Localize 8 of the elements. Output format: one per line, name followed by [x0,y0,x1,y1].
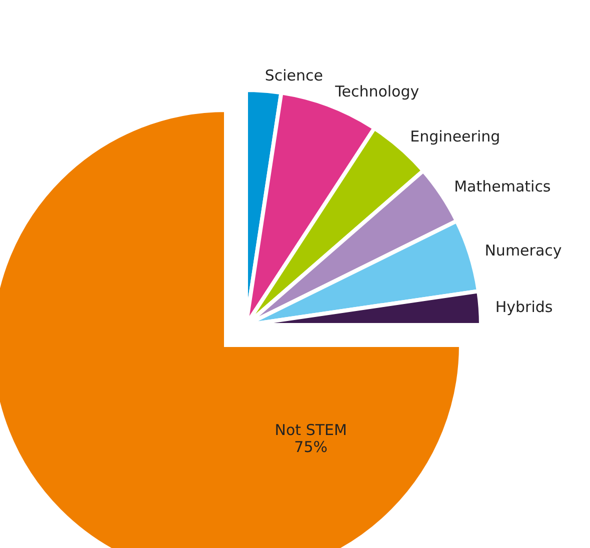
slice-label: Not STEM [274,420,347,439]
data-label: 75% [294,438,328,456]
slice-label: Engineering [410,127,500,146]
slice-label: Hybrids [495,298,553,316]
slice-label: Technology [334,82,420,100]
slice-label: Science [264,66,323,85]
slice-label: Mathematics [454,177,551,196]
slice-label: Numeracy [484,242,562,260]
